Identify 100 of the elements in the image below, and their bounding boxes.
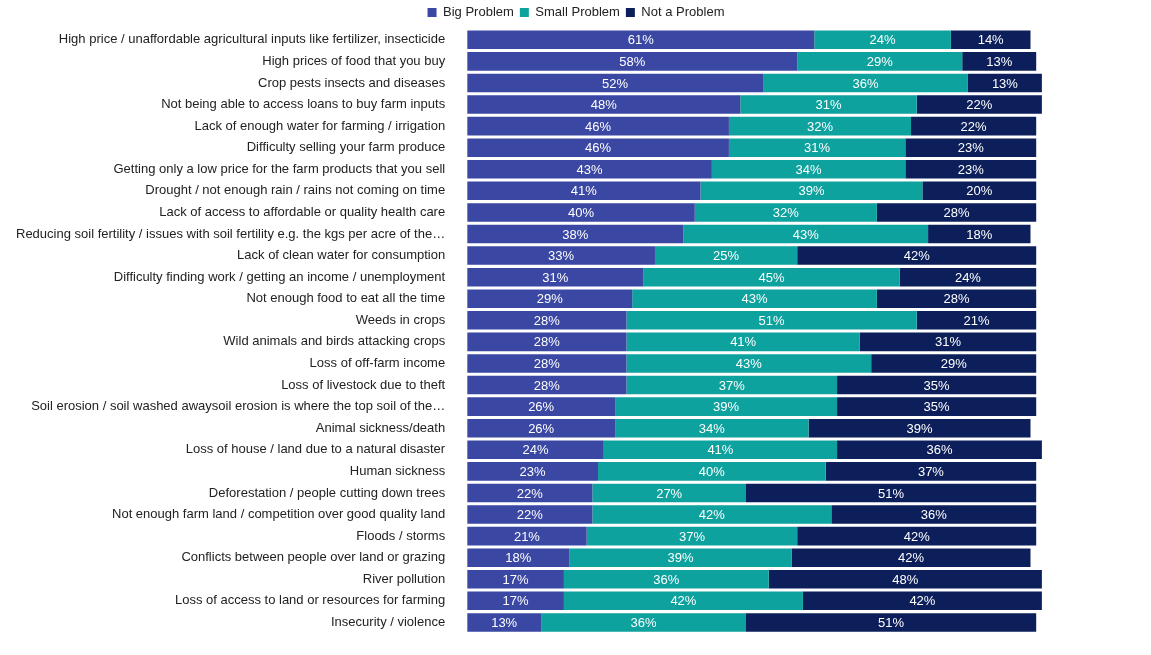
y-tick-label: Not enough food to eat all the time [246, 290, 446, 306]
y-tick-label: Loss of house / land due to a natural disaster [185, 441, 446, 457]
data-label: 32% [772, 205, 800, 220]
data-label: 42% [898, 550, 925, 566]
bar [797, 526, 1037, 546]
y-tick-label: River pollution [362, 570, 446, 586]
bar [837, 397, 1037, 416]
bar [746, 613, 1037, 632]
bar [911, 116, 1037, 136]
bar [467, 289, 633, 309]
bar [598, 462, 826, 481]
y-tick-label: Floods / storms [356, 527, 446, 543]
bar [728, 138, 906, 157]
bar [763, 73, 968, 93]
data-label: 41% [570, 183, 598, 199]
data-label: 35% [923, 377, 951, 393]
data-label: 26% [528, 420, 555, 436]
bar [626, 332, 860, 352]
data-label: 42% [903, 248, 931, 264]
data-label: 23% [519, 463, 547, 479]
data-label: 14% [977, 32, 1005, 48]
bar [962, 52, 1037, 71]
bar [541, 613, 746, 632]
bar [899, 267, 1037, 287]
data-label: 51% [878, 614, 905, 630]
bar [728, 116, 912, 136]
legend-label: Big Problem [443, 4, 514, 20]
y-tick-label: Loss of livestock due to theft [281, 376, 446, 392]
bar [837, 440, 1042, 460]
bar [626, 354, 872, 373]
data-label: 18% [966, 226, 993, 242]
bar [467, 267, 644, 287]
data-label: 34% [795, 161, 823, 177]
bar [467, 613, 542, 632]
data-label: 42% [903, 528, 931, 544]
bar [467, 354, 627, 373]
bar [467, 52, 798, 71]
y-tick-label: Weeds in crops [355, 311, 446, 327]
data-label: 13% [986, 53, 1013, 69]
bar [586, 526, 798, 546]
bar [825, 462, 1037, 481]
data-label: 51% [878, 485, 905, 501]
bar [905, 138, 1037, 157]
y-tick-label: Deforestation / people cutting down trees [208, 484, 446, 500]
data-label: 22% [966, 97, 993, 113]
bar [694, 203, 877, 222]
bar [831, 505, 1037, 524]
bar [746, 483, 1037, 503]
bar [797, 52, 963, 71]
bar [467, 332, 627, 352]
bar [592, 483, 746, 503]
data-label: 28% [533, 377, 561, 393]
data-label: 21% [963, 312, 990, 328]
legend-label: Small Problem [535, 4, 620, 20]
bar [626, 311, 917, 330]
bar [467, 505, 593, 524]
data-label: 48% [892, 571, 919, 587]
y-tick-label: Loss of access to land or resources for farming [174, 592, 446, 608]
data-label: 21% [513, 528, 541, 544]
bar [467, 483, 593, 503]
bar [603, 440, 838, 460]
y-tick-label: Soil erosion / soil washed awaysoil erosion is where the top soil of the… [31, 398, 446, 414]
bar [643, 267, 900, 287]
bar [467, 375, 627, 395]
data-label: 37% [917, 463, 945, 479]
data-label: 31% [804, 140, 831, 156]
y-tick-label: Reducing soil fertility / issues with soil fertility e.g. the kgs per acre of the… [15, 225, 446, 241]
data-label: 48% [590, 97, 618, 113]
data-label: 34% [698, 420, 726, 436]
bar [700, 181, 923, 201]
bar [467, 159, 712, 179]
bar [569, 548, 792, 567]
y-tick-label: Lack of clean water for consumption [237, 247, 446, 263]
data-label: 18% [505, 550, 532, 566]
data-label: 58% [619, 53, 646, 69]
data-label: 42% [698, 507, 726, 523]
y-tick-label: Crop pests insects and diseases [258, 74, 446, 90]
data-label: 43% [576, 161, 603, 177]
y-tick-label: Not being able to access loans to buy farm inputs [161, 96, 446, 112]
data-label: 37% [678, 528, 706, 544]
y-tick-label: Getting only a low price for the farm products that you sell [113, 160, 446, 176]
data-label: 41% [730, 334, 757, 350]
bar [905, 159, 1037, 179]
data-label: 39% [906, 420, 933, 436]
bar [592, 505, 832, 524]
bar [563, 569, 769, 589]
bar [615, 418, 809, 438]
y-tick-label: Conflicts between people over land or grazing [181, 549, 446, 565]
data-label: 17% [502, 593, 529, 609]
data-label: 23% [957, 140, 985, 156]
bar [467, 138, 729, 157]
bar [740, 95, 917, 114]
data-label: 46% [585, 140, 612, 156]
bar [467, 548, 570, 567]
bar [467, 397, 616, 416]
bar [467, 73, 764, 93]
y-tick-label: Lack of enough water for farming / irrigation [194, 117, 446, 133]
bar [876, 203, 1037, 222]
data-label: 39% [798, 183, 825, 199]
bar [797, 246, 1037, 265]
